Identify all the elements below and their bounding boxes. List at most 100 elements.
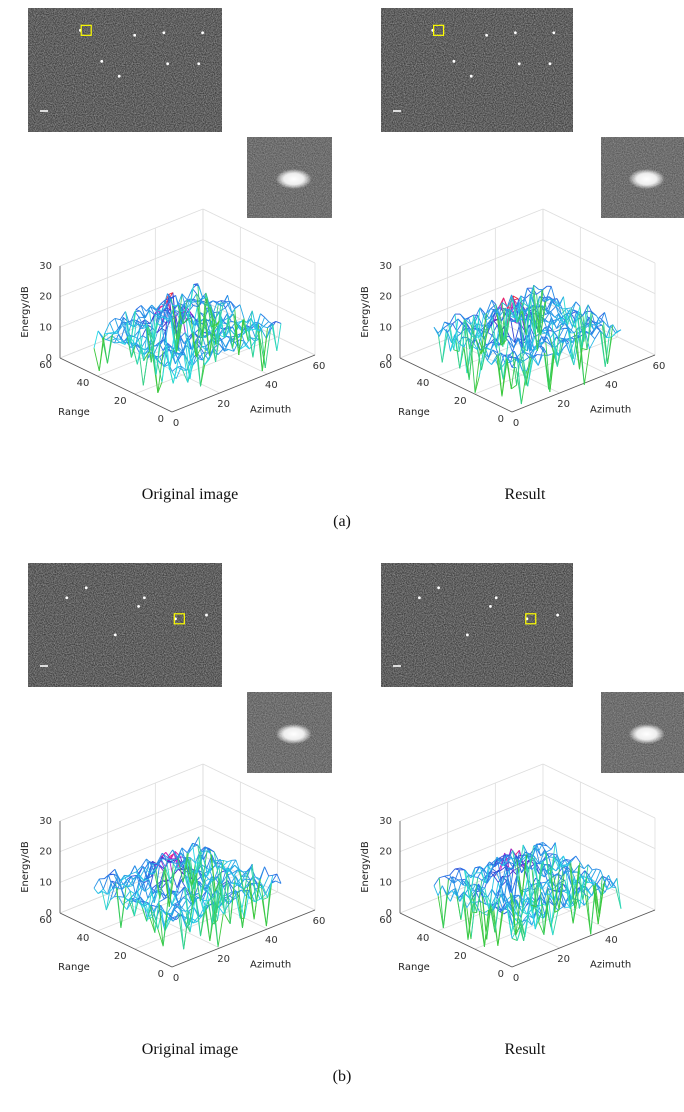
mesh-segment [584,349,589,385]
grid-line [60,209,203,266]
energy-mesh [434,842,621,946]
mesh-segment [537,290,542,294]
mesh-segment [94,331,98,348]
mesh-segment [243,871,248,872]
x-tick-label: 0 [173,418,179,429]
z-axis-label: Energy/dB [360,841,371,893]
x-tick-label: 0 [173,973,179,984]
mesh-segment [613,325,617,332]
zoom-target [629,169,665,189]
mesh-segment [591,334,595,339]
y-tick-label: 0 [498,969,504,980]
mesh-segment [596,869,600,870]
bright-target [470,75,473,78]
mesh-segment [167,913,171,914]
mesh-segment [173,305,178,306]
y-tick-label: 60 [39,360,52,371]
mesh-segment [475,901,480,902]
mesh-segment [206,907,210,941]
mesh-segment [195,862,200,863]
mesh-segment [124,323,129,324]
caption: Result [505,486,546,503]
z-tick-label: 30 [39,816,52,827]
mesh-segment [94,879,99,888]
mesh-segment [514,299,518,300]
mesh-segment [439,322,444,336]
bright-target [197,62,200,65]
z-tick-label: 10 [39,877,52,888]
mesh-segment [548,354,553,356]
mesh-segment [457,880,462,896]
ship-streak [40,665,48,667]
x-tick-label: 40 [265,380,278,391]
bright-target [437,586,440,589]
mesh-segment [119,897,124,898]
mesh-segment [269,875,273,876]
y-tick-label: 0 [498,414,504,425]
mesh-segment [179,887,184,904]
mesh-segment [468,315,473,318]
mesh-segment [260,867,264,879]
mesh-segment [588,305,592,313]
mesh-segment [102,891,106,910]
mesh-segment [94,348,99,371]
z-tick-label: 10 [39,322,52,333]
z-axis-label: Energy/dB [20,841,31,893]
bright-target [495,596,498,599]
mesh-segment [110,318,115,322]
y-tick-label: 40 [77,378,90,389]
mesh-segment [99,879,103,889]
z-tick-label: 10 [379,322,392,333]
mesh-segment [546,849,551,852]
bright-target [201,31,204,34]
y-tick-label: 60 [39,915,52,926]
panel-label: (b) [333,1068,352,1085]
z-tick-label: 30 [39,261,52,272]
bright-target [114,634,117,637]
z-tick-label: 20 [39,292,52,303]
caption: Original image [142,1041,238,1058]
bright-target [118,75,121,78]
mesh-segment [595,870,600,883]
x-tick-label: 60 [653,361,666,372]
mesh-segment [559,297,563,306]
x-tick-label: 0 [513,973,519,984]
mesh-segment [236,305,240,308]
bright-target [143,596,146,599]
mesh-segment [460,314,465,319]
x-tick-label: 40 [605,380,618,391]
bright-target [552,31,555,34]
bright-target [453,60,456,63]
mesh-segment [491,309,495,310]
mesh-segment [103,338,107,364]
mesh-segment [120,884,125,898]
grid-line [203,795,315,849]
sar-speckle [28,563,222,687]
x-axis-label: Azimuth [590,405,631,416]
mesh-segment [547,846,551,850]
mesh-segment [488,332,492,335]
mesh-segment [110,869,115,874]
mesh-segment [534,285,539,289]
mesh-segment [265,317,269,321]
mesh-segment [224,860,228,861]
mesh-segment [609,875,613,886]
zoom-target [276,724,312,744]
mesh-segment [444,875,449,876]
bright-target [166,62,169,65]
mesh-segment [478,877,482,880]
mesh-segment [588,884,593,891]
mesh-segment [174,910,178,914]
caption: Result [505,1041,546,1058]
z-axis-label: Energy/dB [20,286,31,338]
bright-target [549,62,552,65]
grid-line [400,209,543,266]
z-tick-label: 20 [39,847,52,858]
y-axis-label: Range [398,407,430,418]
panel-label: (a) [333,513,351,530]
z-axis-label: Energy/dB [360,286,371,338]
mesh-segment [434,327,439,336]
mesh-segment [554,330,559,332]
ship-streak [393,665,401,667]
